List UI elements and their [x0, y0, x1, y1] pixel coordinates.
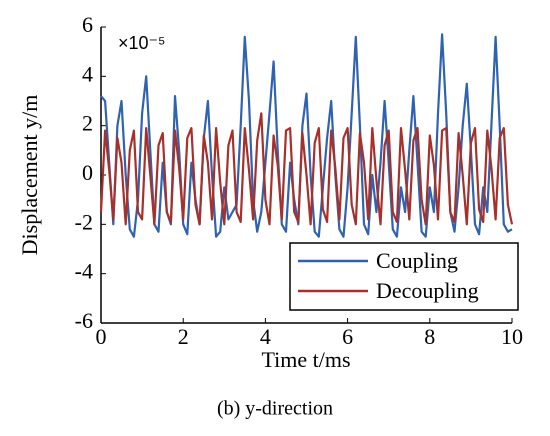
y-tick-label: 4: [82, 61, 93, 86]
x-tick-label: 2: [178, 324, 189, 349]
y-tick-label: 0: [82, 160, 93, 185]
x-tick-label: 4: [260, 324, 271, 349]
y-tick-label: 6: [82, 12, 93, 37]
x-tick-label: 6: [342, 324, 353, 349]
legend-label: Decoupling: [376, 278, 479, 303]
y-axis-label: Displacement y/m: [17, 95, 42, 256]
y-tick-label: -2: [75, 209, 93, 234]
x-tick-label: 0: [96, 324, 107, 349]
caption: (b) y-direction: [217, 398, 333, 420]
x-tick-label: 10: [501, 324, 523, 349]
y-tick-label: 2: [82, 111, 93, 136]
legend-box: [289, 242, 519, 311]
y-tick-label: -4: [75, 259, 93, 284]
y-tick-label: -6: [75, 308, 93, 333]
legend-label: Coupling: [376, 248, 458, 273]
x-axis-label: Time t/ms: [261, 347, 350, 372]
x-tick-label: 8: [424, 324, 435, 349]
annotation: ×10⁻⁵: [118, 33, 166, 53]
series-line: [99, 112, 514, 226]
